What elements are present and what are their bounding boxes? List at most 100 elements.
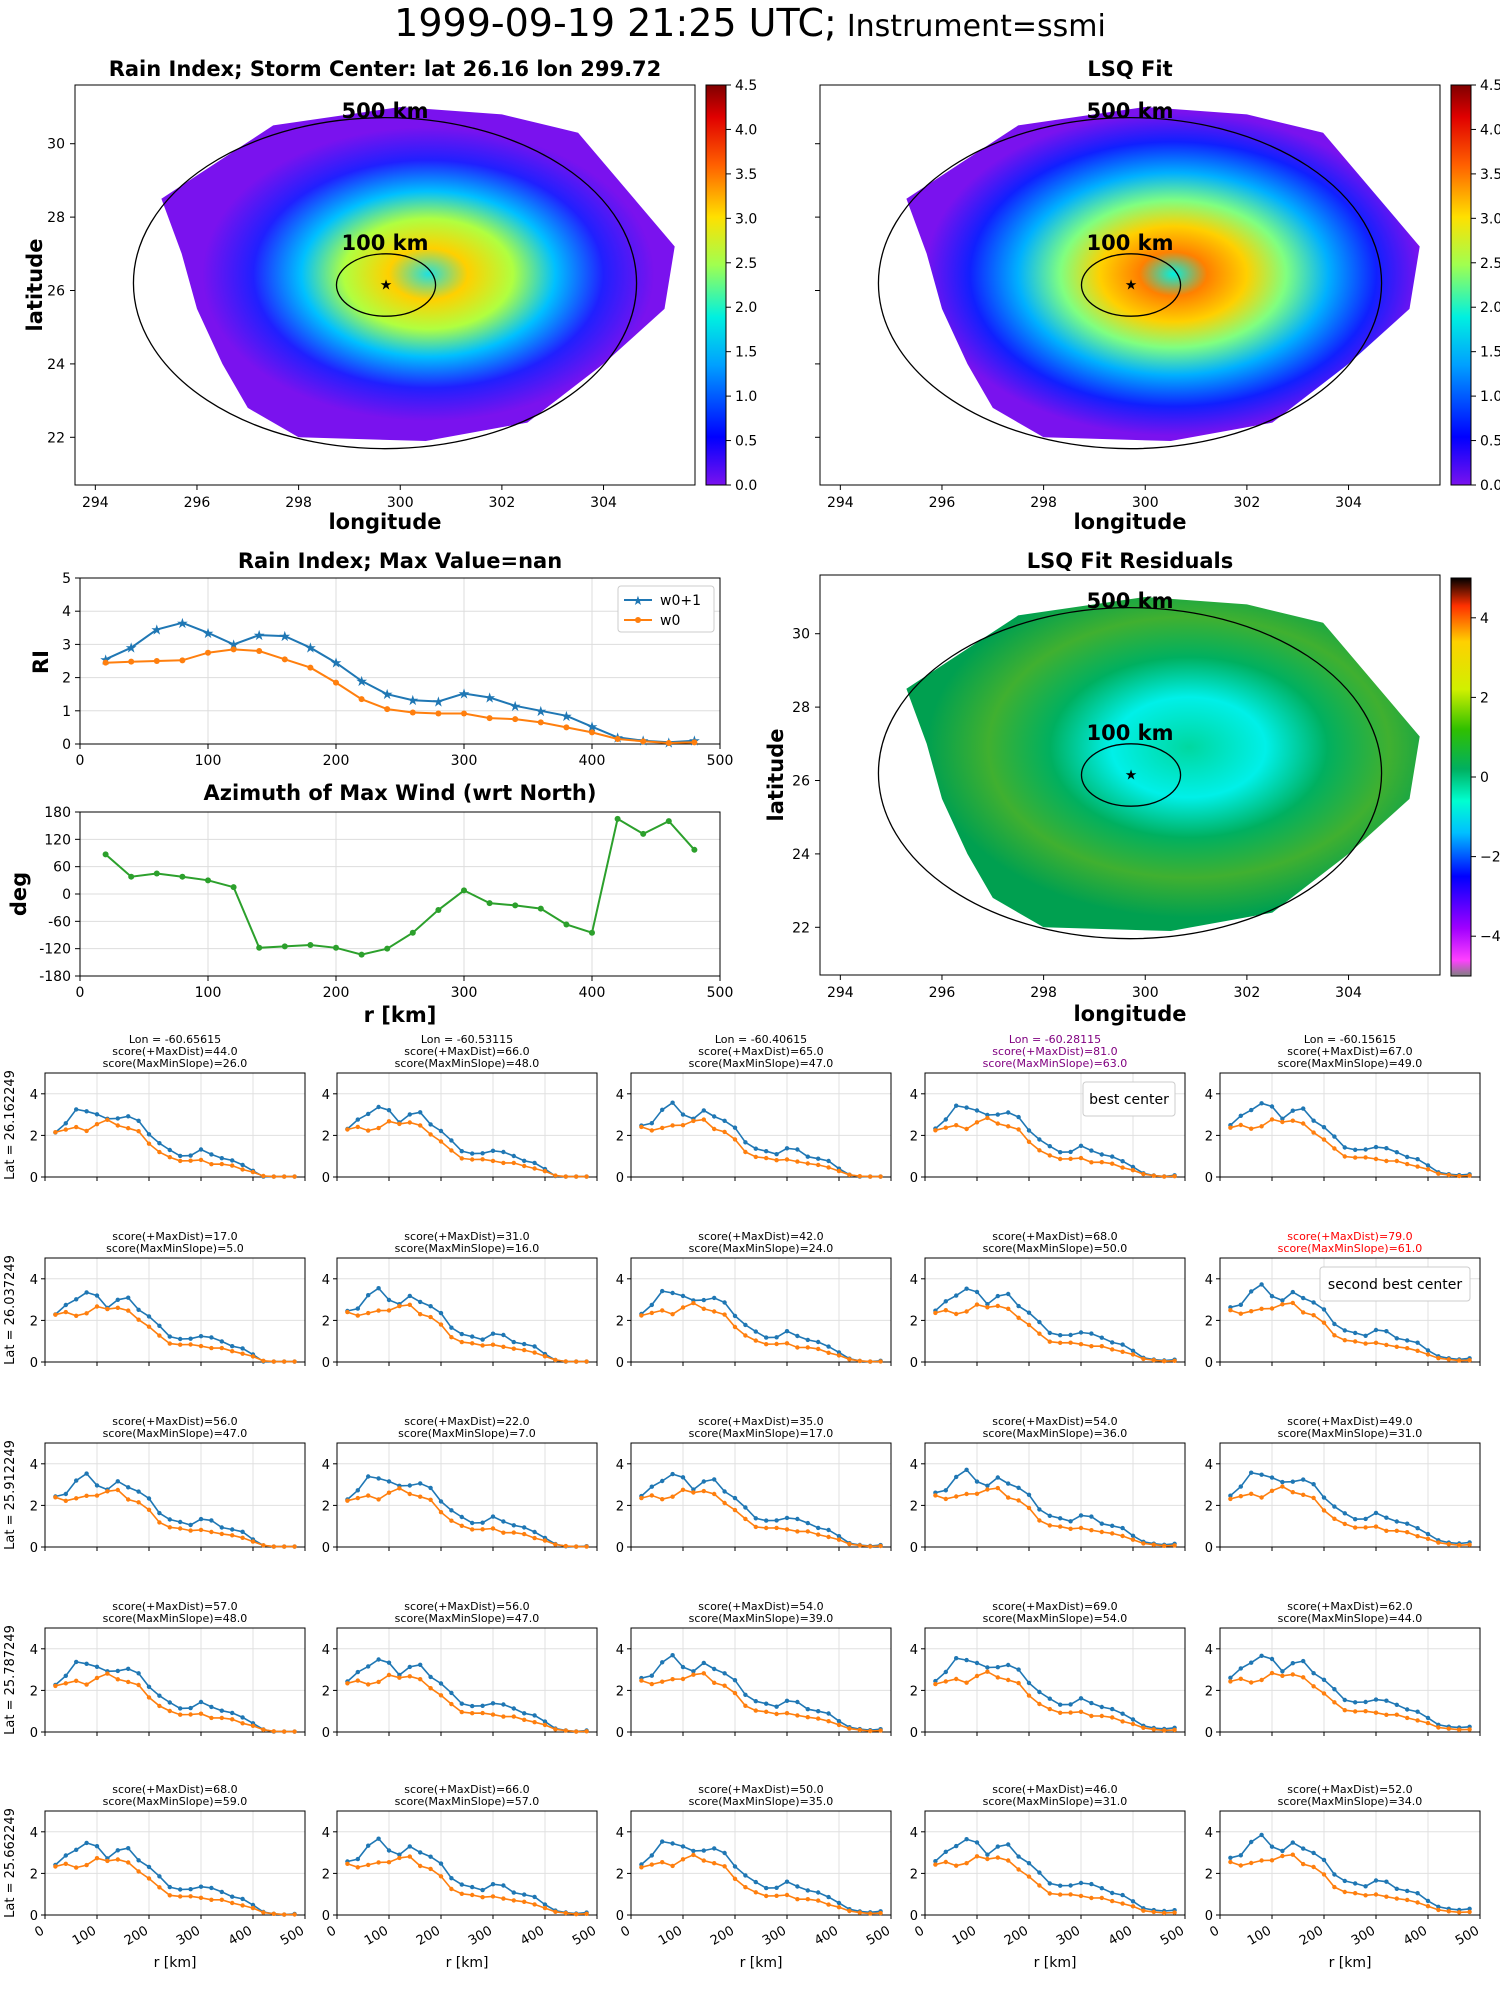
grid-cell-point (1016, 1680, 1021, 1686)
grid-cell-point (816, 1162, 821, 1168)
grid-cell-xtick-label: 400 (812, 1923, 841, 1948)
grid-cell-title: score(MaxMinSlope)=48.0 (395, 1057, 540, 1070)
grid-cell-point (1058, 1516, 1063, 1521)
grid-cell-point (680, 1123, 686, 1128)
grid-cell-point (542, 1905, 548, 1911)
grid-cell-point (639, 1124, 644, 1130)
grid-cell-point (649, 1673, 654, 1678)
lsq-fit-map-ring-100km (1080, 253, 1182, 317)
grid-cell-point (1130, 1168, 1136, 1173)
grid-cell-ytick-label: 2 (322, 1129, 330, 1144)
rain-index-map-ring-500km (132, 117, 638, 450)
grid-cell-point (376, 1476, 381, 1481)
rain-index-map-colorbar-label: 0.0 (735, 478, 757, 494)
grid-cell-point (868, 1174, 873, 1179)
grid-cell-point (954, 1474, 959, 1480)
grid-cell-point (563, 1174, 568, 1179)
grid-cell-point (1259, 1101, 1264, 1106)
grid-cell-point (1130, 1717, 1136, 1722)
grid-cell-border (336, 1810, 598, 1916)
grid-cell-point (74, 1313, 79, 1319)
azimuth-chart-point (461, 887, 467, 894)
grid-cell-ytick-label: 2 (616, 1129, 624, 1144)
grid-cell-point (816, 1525, 821, 1531)
grid-cell-point (1436, 1907, 1441, 1913)
grid-cell-point (712, 1309, 717, 1314)
rain-index-chart-ytick-label: 4 (62, 604, 71, 620)
grid-cell-title: score(+MaxDist)=68.0 (992, 1230, 1117, 1243)
grid-cell-point (1249, 1660, 1254, 1665)
rain-index-map-ring-100km (335, 253, 437, 317)
rain-index-map-xtick-label: 300 (387, 495, 414, 511)
lsq-residuals-map-xtick-label: 300 (1132, 985, 1159, 1001)
grid-cell-point (1110, 1340, 1115, 1345)
azimuth-chart-xtick-label: 100 (195, 985, 222, 1001)
grid-cell-ytick-label: 4 (616, 1088, 624, 1103)
grid-cell-point (1110, 1890, 1115, 1896)
grid-cell-point (1353, 1339, 1358, 1344)
grid-cell-point (584, 1729, 589, 1734)
grid-cell-point (1269, 1670, 1275, 1676)
azimuth-chart-point (230, 884, 237, 891)
grid-cell-ytick-label: 4 (910, 1088, 918, 1103)
rain-index-chart-point: ★ (304, 641, 317, 657)
grid-cell-point (974, 1108, 980, 1113)
grid-cell-title: score(+MaxDist)=22.0 (404, 1415, 529, 1428)
grid-cell-point (480, 1337, 485, 1342)
grid-cell-point (774, 1341, 779, 1347)
rain-index-chart-point (128, 658, 135, 665)
grid-cell-title: score(MaxMinSlope)=24.0 (689, 1242, 834, 1255)
grid-cell-point (386, 1119, 392, 1124)
grid-cell-point (250, 1169, 256, 1175)
grid-cell-point (1026, 1492, 1032, 1498)
azimuth-chart-point (128, 873, 135, 880)
grid-cell-point (774, 1704, 779, 1709)
grid-cell-point (407, 1844, 412, 1849)
grid-cell-point (1311, 1671, 1316, 1676)
grid-cell-point (974, 1854, 980, 1859)
grid-cell-point (480, 1887, 485, 1893)
grid-cell-border (924, 1810, 1186, 1916)
azimuth-chart-point (614, 815, 621, 822)
grid-cell-point (691, 1118, 696, 1124)
grid-cell-point (712, 1126, 717, 1132)
grid-cell-point (1006, 1842, 1011, 1847)
grid-cell-point (943, 1679, 948, 1684)
grid-cell-point (1141, 1725, 1146, 1731)
grid-cell-point (1006, 1858, 1011, 1863)
grid-cell-point (1078, 1696, 1084, 1701)
lsq-fit-map-colorbar-label: 3.5 (1480, 167, 1500, 183)
rain-index-chart-point (691, 739, 698, 746)
grid-cell-point (490, 1882, 496, 1887)
grid-cell-point (490, 1331, 496, 1336)
grid-cell-point (1311, 1495, 1316, 1501)
grid-cell-border (336, 1627, 598, 1733)
grid-cell-xtick-label: 200 (414, 1923, 443, 1948)
azimuth-chart-point (409, 929, 416, 936)
grid-cell-border (630, 1257, 892, 1363)
grid-cell-ytick-label: 2 (322, 1684, 330, 1699)
grid-cell-point (532, 1713, 537, 1718)
grid-cell-point (1047, 1153, 1053, 1158)
grid-cell-point (753, 1699, 758, 1704)
grid-cell-point (355, 1495, 360, 1501)
grid-cell-point (701, 1488, 706, 1494)
grid-cell-point (1026, 1680, 1032, 1686)
lsq-fit-map-colorbar-label: 3.0 (1480, 211, 1500, 227)
grid-cell-point (1405, 1346, 1410, 1351)
grid-cell-frame (630, 1442, 892, 1548)
grid-cell-point (1016, 1854, 1021, 1859)
grid-cell-point (1290, 1108, 1296, 1113)
grid-cell-frame (336, 1442, 598, 1548)
grid-cell-point (459, 1701, 464, 1706)
grid-cell-title: score(MaxMinSlope)=39.0 (689, 1612, 834, 1625)
grid-cell-point (574, 1544, 579, 1549)
grid-cell-point (774, 1885, 779, 1891)
grid-cell-point (167, 1525, 172, 1530)
grid-cell-point (282, 1359, 287, 1364)
rain-index-chart-ytick-label: 0 (62, 737, 71, 753)
grid-cell-point (438, 1874, 444, 1879)
grid-cell-point (1238, 1122, 1244, 1128)
grid-cell-point (418, 1677, 423, 1682)
grid-cell-point (1425, 1352, 1431, 1357)
